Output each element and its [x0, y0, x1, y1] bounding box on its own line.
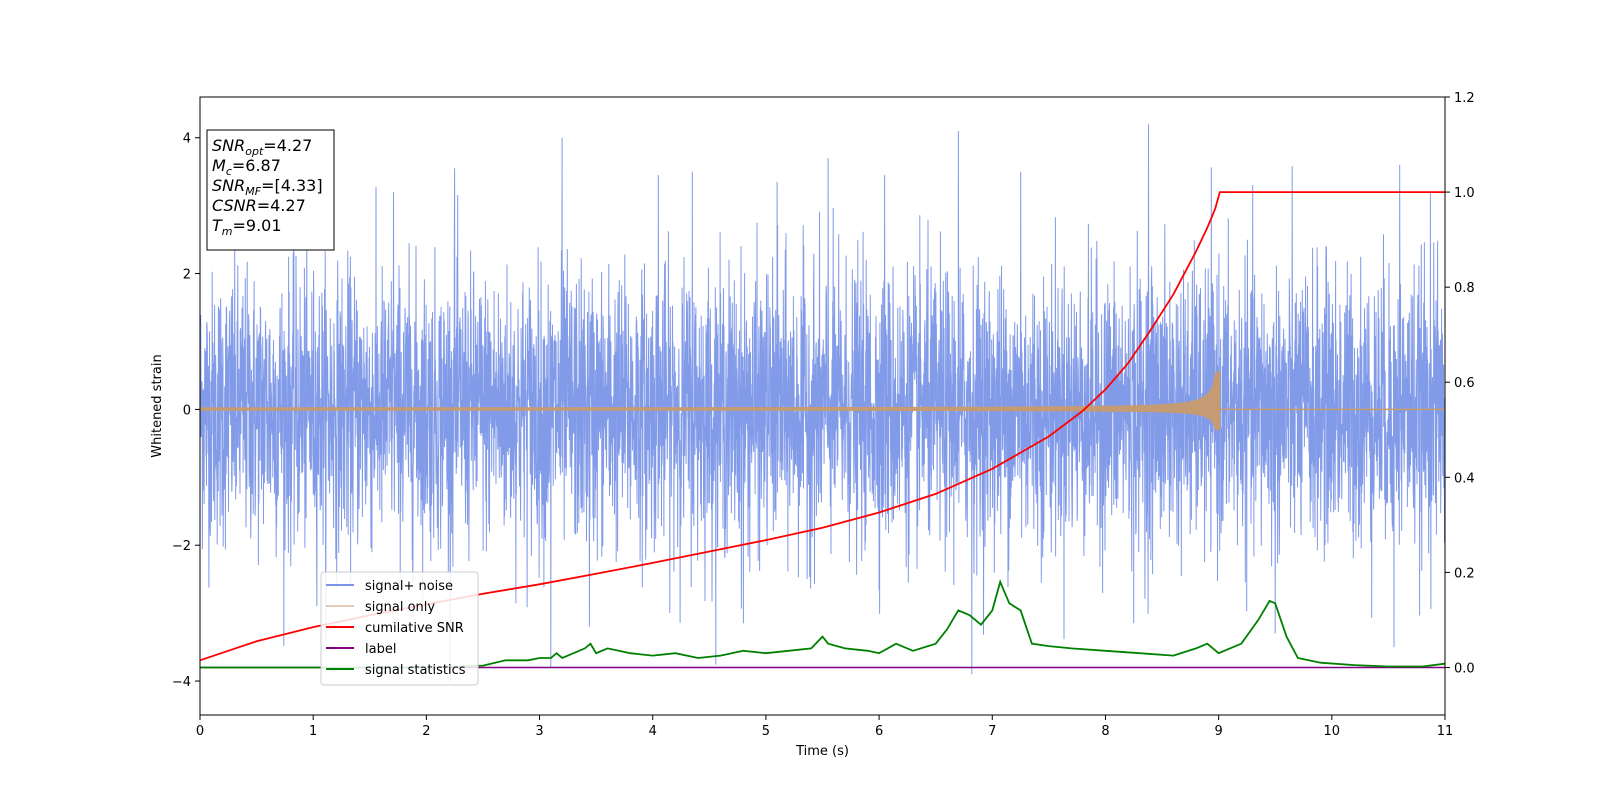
- legend-item-signal-noise-label: signal+ noise: [365, 579, 453, 594]
- x-axis-label: Time (s): [795, 744, 849, 759]
- legend: signal+ noise signal only cumilative SNR la…: [320, 571, 479, 686]
- series-signal-statistics: [200, 579, 1446, 669]
- x-tick-label: 6: [875, 724, 883, 739]
- x-tick-label: 5: [762, 724, 770, 739]
- y-tick-label: 2: [183, 268, 191, 283]
- legend-item-signal-statistics-label: signal statistics: [365, 663, 466, 678]
- x-tick-label: 2: [422, 724, 430, 739]
- axes-layer: 0 1 2 3 4 5 6 7 8 9 10 11 4 2 0 −2 −4 1.2 1.0 0.8 0.6 0.4 0.2 0…: [150, 91, 1475, 759]
- info-line: SNRopt=4.27: [212, 136, 312, 158]
- x-tick-label: 0: [196, 724, 204, 739]
- legend-item-signal-only-label: signal only: [365, 600, 435, 615]
- x-tick-label: 9: [1214, 724, 1222, 739]
- y2-tick-label: 0.2: [1454, 566, 1475, 581]
- y2-tick-label: 0.8: [1454, 281, 1475, 296]
- x-tick-label: 4: [649, 724, 657, 739]
- plot-frame: [199, 96, 1446, 716]
- info-line: Tm=9.01: [212, 216, 282, 238]
- x-tick-label: 1: [309, 724, 317, 739]
- y-axis-label: Whitened strain: [150, 354, 165, 457]
- x-tick-label: 11: [1437, 724, 1454, 739]
- series-signal-plus-noise: [199, 124, 1446, 683]
- series-signal-only: [199, 371, 1221, 431]
- legend-frame: [320, 571, 479, 686]
- y-tick-label: 4: [183, 132, 191, 147]
- info-line: Mc=6.87: [212, 156, 281, 178]
- y2-tick-label: 1.0: [1454, 186, 1475, 201]
- info-line: CSNR=4.27: [212, 196, 306, 215]
- x-tick-label: 7: [988, 724, 996, 739]
- legend-item-label-label: label: [365, 642, 396, 657]
- y-tick-label: −4: [172, 675, 191, 690]
- y2-tick-label: 0.6: [1454, 376, 1475, 391]
- y-tick-label: −2: [172, 539, 191, 554]
- x-tick-label: 10: [1324, 724, 1341, 739]
- noise-layer: [199, 124, 1446, 683]
- x-tick-label: 8: [1101, 724, 1109, 739]
- legend-item-cumilative-snr-label: cumilative SNR: [365, 621, 464, 636]
- x-tick-label: 3: [535, 724, 543, 739]
- y2-tick-label: 0.0: [1454, 661, 1475, 676]
- y2-tick-label: 1.2: [1454, 91, 1475, 106]
- y-tick-label: 0: [183, 403, 191, 418]
- y2-tick-label: 0.4: [1454, 471, 1475, 486]
- info-line: SNRMF=[4.33]: [212, 176, 323, 198]
- info-box-frame: [206, 129, 335, 251]
- chirp-layer: [199, 371, 1445, 431]
- info-box: SNRopt=4.27Mc=6.87SNRMF=[4.33]CSNR=4.27T…: [206, 129, 335, 251]
